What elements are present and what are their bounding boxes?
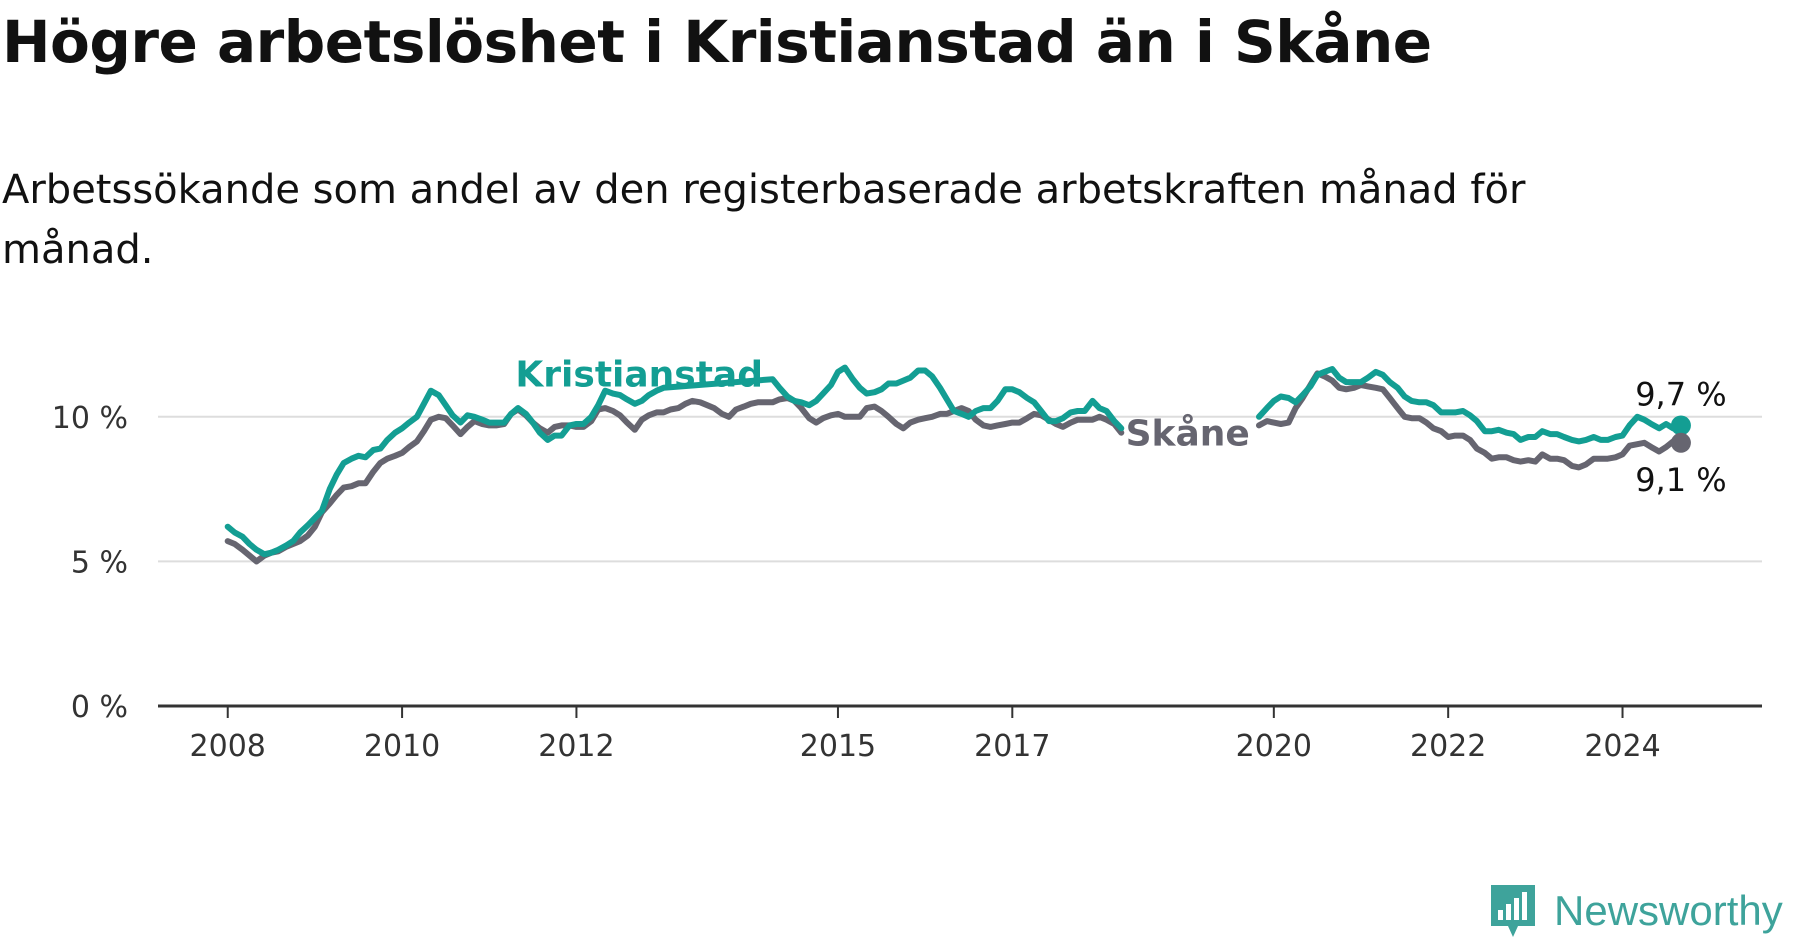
grid-lines xyxy=(158,415,1762,563)
kristianstad-line xyxy=(1256,366,1684,445)
x-tick-label: 2008 xyxy=(190,729,266,764)
y-tick-label: 0 % xyxy=(71,690,128,725)
x-tick-label: 2022 xyxy=(1410,729,1486,764)
skane-line xyxy=(224,395,1125,565)
kristianstad-end-point xyxy=(1670,415,1691,436)
x-tick-label: 2010 xyxy=(364,729,440,764)
series-labels: Kristianstad Skåne 9,7 % 9,1 % xyxy=(515,354,1726,498)
chart-title: Högre arbetslöshet i Kristianstad än i S… xyxy=(2,8,1432,76)
kristianstad-end-value-label: 9,7 % xyxy=(1635,375,1726,413)
skane-end-point xyxy=(1670,432,1691,453)
y-tick-label: 10 % xyxy=(52,401,128,436)
newsworthy-brand: Newsworthy xyxy=(1488,882,1783,940)
newsworthy-logo-icon xyxy=(1491,885,1535,937)
chart-subtitle: Arbetssökande som andel av den registerb… xyxy=(2,167,1526,273)
kristianstad-series-label: Kristianstad xyxy=(515,354,763,395)
y-tick-label: 5 % xyxy=(71,545,128,580)
kristianstad-line xyxy=(224,364,1125,558)
x-tick-label: 2015 xyxy=(800,729,876,764)
skane-end-value-label: 9,1 % xyxy=(1635,461,1726,499)
brand-name: Newsworthy xyxy=(1554,887,1783,934)
axes: 0 % 5 % 10 % 2008 2010 2012 2015 2017 2020 2022 20… xyxy=(52,401,1762,764)
x-tick-label: 2012 xyxy=(538,729,614,764)
skane-series-label: Skåne xyxy=(1126,414,1250,455)
x-tick-label: 2020 xyxy=(1236,729,1312,764)
x-tick-label: 2017 xyxy=(974,729,1050,764)
skane-line xyxy=(1256,370,1684,471)
series-lines xyxy=(224,364,1691,565)
x-tick-label: 2024 xyxy=(1584,729,1660,764)
